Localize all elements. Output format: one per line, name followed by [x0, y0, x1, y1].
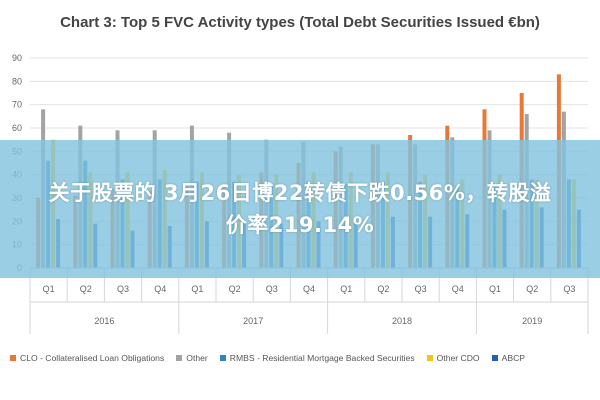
x-tick-label: Q3 — [266, 284, 278, 294]
group-label: 2016 — [94, 316, 114, 326]
x-tick-label: Q2 — [80, 284, 92, 294]
headline-line-1: 关于股票的 3月26日博22转债下跌0.56%，转股溢 — [48, 181, 552, 205]
x-tick-label: Q3 — [415, 284, 427, 294]
legend-label-other-cdo: Other CDO — [436, 353, 480, 363]
y-tick-label: 80 — [12, 76, 22, 86]
x-tick-label: Q2 — [526, 284, 538, 294]
legend-swatch-rmbs — [219, 355, 226, 361]
x-tick-label: Q2 — [377, 284, 389, 294]
x-tick-label: Q4 — [452, 284, 464, 294]
x-tick-label: Q1 — [340, 284, 352, 294]
legend-item-other: Other — [176, 353, 208, 363]
group-label: 2019 — [522, 316, 542, 326]
legend-item-clo: CLO - Collateralised Loan Obligations — [10, 353, 164, 363]
chart-legend: CLO - Collateralised Loan Obligations Ot… — [10, 353, 595, 363]
group-label: 2018 — [392, 316, 412, 326]
x-tick-label: Q3 — [117, 284, 129, 294]
x-tick-label: Q3 — [563, 284, 575, 294]
legend-swatch-abcp — [491, 355, 498, 361]
legend-label-abcp: ABCP — [501, 353, 526, 363]
x-tick-label: Q4 — [303, 284, 315, 294]
legend-label-clo: CLO - Collateralised Loan Obligations — [20, 353, 165, 363]
legend-item-rmbs: RMBS - Residential Mortgage Backed Secur… — [219, 353, 415, 363]
x-tick-label: Q1 — [43, 284, 55, 294]
group-label: 2017 — [243, 316, 263, 326]
x-tick-label: Q4 — [154, 284, 166, 294]
y-tick-label: 90 — [12, 53, 22, 63]
headline-banner: 关于股票的 3月26日博22转债下跌0.56%，转股溢 价率219.14% — [0, 140, 600, 278]
legend-label-rmbs: RMBS - Residential Mortgage Backed Secur… — [229, 353, 415, 363]
x-tick-label: Q2 — [229, 284, 241, 294]
legend-item-abcp: ABCP — [491, 353, 526, 363]
legend-swatch-clo — [10, 355, 16, 361]
legend-swatch-other — [176, 355, 183, 361]
legend-swatch-other-cdo — [426, 355, 433, 361]
y-tick-label: 70 — [12, 100, 22, 110]
legend-label-other: Other — [186, 353, 208, 363]
legend-item-other-cdo: Other CDO — [426, 353, 480, 363]
x-tick-label: Q1 — [489, 284, 501, 294]
x-tick-label: Q1 — [191, 284, 203, 294]
chart-title: Chart 3: Top 5 FVC Activity types (Total… — [60, 14, 540, 31]
y-tick-label: 60 — [12, 123, 22, 133]
headline-line-2: 价率219.14% — [225, 213, 375, 237]
